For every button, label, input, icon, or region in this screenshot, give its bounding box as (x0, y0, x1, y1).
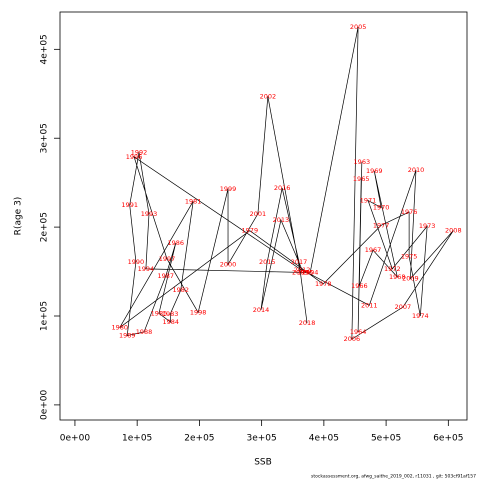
year-label: 2018 (299, 319, 316, 327)
year-label: 1989 (119, 332, 136, 340)
year-label: 1995 (297, 268, 314, 276)
year-label: 2016 (274, 184, 291, 192)
year-label: 1963 (354, 158, 371, 166)
year-label: 1978 (315, 280, 332, 288)
year-label: 1986 (167, 239, 184, 247)
year-label: 1997 (159, 255, 176, 263)
year-label: 1991 (121, 201, 138, 209)
year-label: 1994 (138, 265, 155, 273)
year-label: 1970 (373, 204, 390, 212)
year-label: 1964 (350, 328, 367, 336)
year-label: 1984 (163, 318, 180, 326)
y-tick-label: 2e+05 (40, 212, 50, 242)
year-label: 1987 (158, 272, 175, 280)
year-label: 1990 (128, 258, 145, 266)
year-label: 1999 (220, 185, 237, 193)
footer: stockassessment.org, afwg_saithe_2019_00… (311, 474, 476, 480)
year-label: 1998 (190, 308, 207, 316)
year-label: 1988 (136, 328, 153, 336)
year-label: 1974 (412, 312, 429, 320)
y-tick-label: 1e+05 (40, 301, 50, 331)
y-axis-label: R(age 3) (14, 197, 24, 236)
x-axis-label: SSB (254, 458, 272, 468)
year-label: 1971 (360, 196, 377, 204)
year-label: 1976 (401, 208, 418, 216)
y-tick-label: 3e+05 (40, 123, 50, 153)
year-label: 2012 (294, 266, 311, 274)
recruitment-path (119, 27, 454, 340)
year-label: 1985 (151, 309, 168, 317)
year-label: 2009 (402, 275, 419, 283)
year-label: 2015 (259, 258, 276, 266)
year-label: 2013 (273, 216, 290, 224)
year-label: 1982 (172, 286, 189, 294)
year-label: 1968 (389, 273, 406, 281)
year-label: 1967 (365, 246, 382, 254)
year-label: 1977 (373, 221, 390, 229)
year-label: 2014 (253, 306, 270, 314)
year-label: 1980 (111, 324, 128, 332)
year-label: 1975 (401, 252, 418, 260)
year-label: 2003 (292, 268, 309, 276)
year-label: 1969 (366, 167, 383, 175)
y-tick-label: 0e+00 (40, 389, 50, 420)
year-label: 2008 (445, 227, 462, 235)
year-label: 1973 (419, 222, 436, 230)
year-label: 1981 (185, 197, 202, 205)
year-label: 1993 (141, 210, 158, 218)
x-tick-label: 0e+00 (60, 434, 91, 444)
year-label: 1979 (242, 227, 259, 235)
year-label: 1965 (353, 175, 370, 183)
x-tick-label: 3e+05 (247, 434, 277, 444)
year-label: 2006 (344, 335, 361, 343)
x-tick-label: 6e+05 (433, 434, 463, 444)
x-tick-label: 4e+05 (309, 434, 339, 444)
year-label: 1972 (384, 265, 401, 273)
x-tick-label: 2e+05 (184, 434, 214, 444)
year-label: 1992 (131, 148, 148, 156)
year-label: 2000 (220, 260, 237, 268)
year-label: 1983 (162, 310, 179, 318)
year-label: 1996 (126, 153, 143, 161)
year-label: 1966 (351, 282, 368, 290)
year-label: 2005 (350, 23, 367, 31)
year-label: 2001 (250, 210, 267, 218)
x-tick-label: 5e+05 (371, 434, 401, 444)
year-label: 2017 (291, 258, 308, 266)
year-label: 2007 (395, 303, 412, 311)
year-label: 2004 (302, 268, 319, 276)
plot-frame (59, 11, 468, 421)
year-label: 2010 (408, 166, 425, 174)
y-tick-label: 4e+05 (40, 34, 50, 64)
x-tick-label: 1e+05 (122, 434, 152, 444)
year-label: 2002 (260, 92, 277, 100)
year-label: 2011 (361, 301, 378, 309)
